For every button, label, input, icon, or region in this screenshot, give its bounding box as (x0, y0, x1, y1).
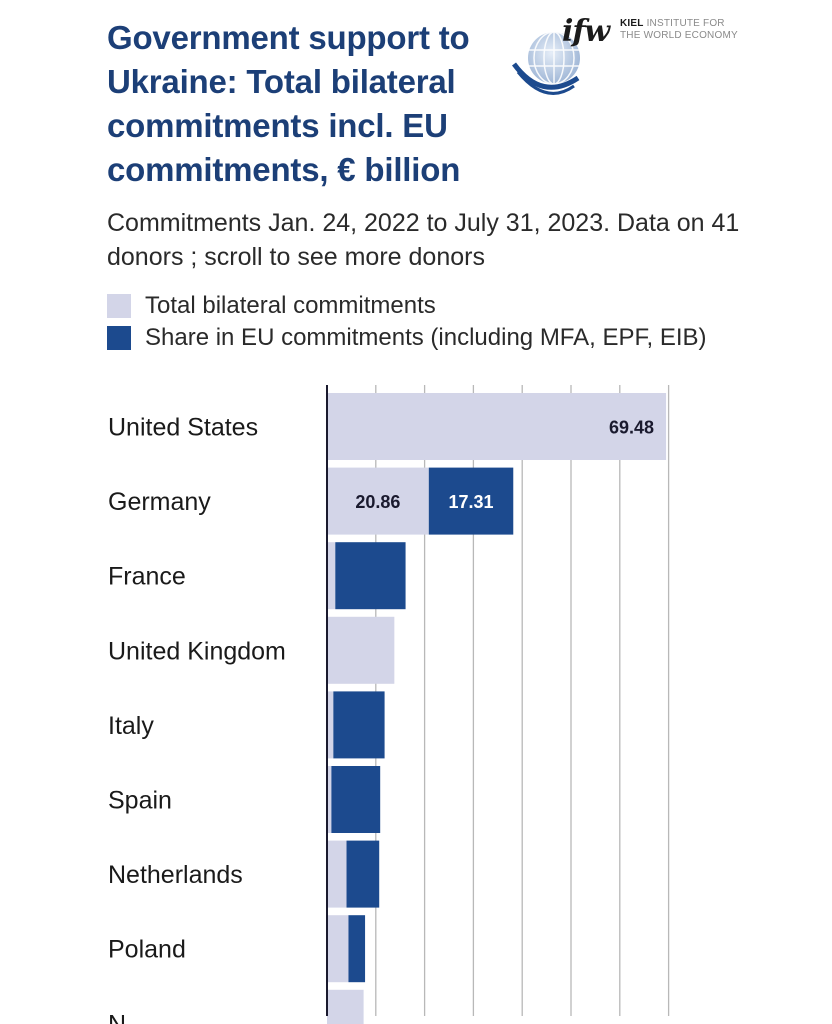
category-label: N (108, 1010, 126, 1024)
category-label: United Kingdom (108, 637, 286, 665)
category-label: Netherlands (108, 861, 243, 889)
legend-label-total: Total bilateral commitments (145, 292, 436, 319)
data-label: 17.31 (449, 492, 494, 512)
ifw-logo[interactable]: ifw KIEL INSTITUTE FOR THE WORLD ECONOMY (512, 12, 752, 95)
legend: Total bilateral commitments Share in EU … (107, 290, 707, 354)
bar-total[interactable] (327, 542, 336, 610)
bar-total[interactable] (327, 989, 364, 1024)
legend-item-total[interactable]: Total bilateral commitments (107, 290, 707, 322)
legend-item-eu[interactable]: Share in EU commitments (including MFA, … (107, 322, 707, 354)
category-label: France (108, 563, 186, 591)
bar-total[interactable] (327, 467, 429, 535)
bar-total[interactable] (327, 766, 332, 833)
bar-total[interactable] (327, 691, 334, 759)
bar-total[interactable] (327, 840, 347, 908)
data-label: 69.48 (609, 418, 654, 438)
category-label: Italy (108, 712, 154, 740)
chart-subtitle: Commitments Jan. 24, 2022 to July 31, 20… (107, 209, 740, 271)
category-label: Germany (108, 488, 211, 516)
bar-eu[interactable] (331, 766, 381, 833)
bar-eu[interactable] (346, 840, 380, 908)
bar-eu[interactable] (428, 467, 514, 535)
legend-swatch-total (107, 294, 131, 318)
globe-icon (512, 31, 580, 95)
logo-text-line1: KIEL INSTITUTE FOR (620, 18, 725, 29)
chart-title: Government support to Ukraine: Total bil… (107, 19, 470, 188)
bar-eu[interactable] (348, 915, 366, 983)
category-label: Poland (108, 936, 186, 964)
bar-total[interactable] (327, 393, 667, 460)
logo-mark: ifw (562, 14, 610, 49)
category-label: Spain (108, 787, 172, 815)
bar-eu[interactable] (335, 542, 406, 610)
legend-label-eu: Share in EU commitments (including MFA, … (145, 324, 707, 351)
legend-swatch-eu (107, 326, 131, 350)
logo-text-line2: THE WORLD ECONOMY (620, 30, 738, 41)
category-label: United States (108, 414, 258, 442)
bar-total[interactable] (327, 915, 349, 983)
bar-total[interactable] (327, 616, 395, 684)
bar-eu[interactable] (333, 691, 385, 759)
data-label: 20.86 (355, 492, 400, 512)
